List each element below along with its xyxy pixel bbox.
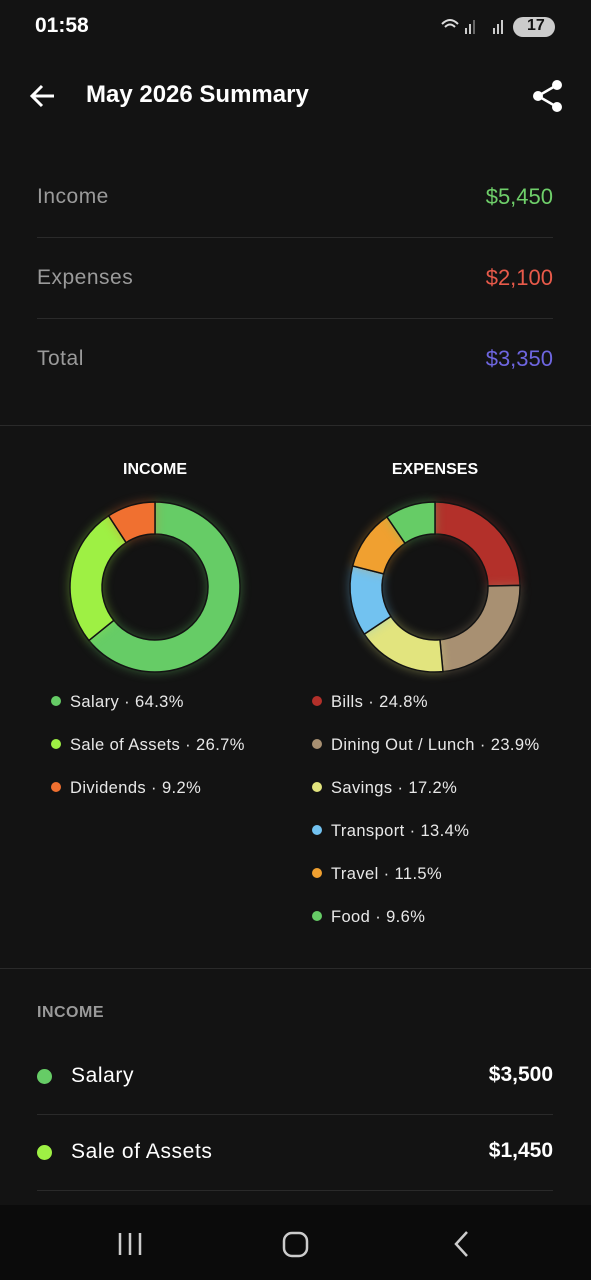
legend-name: Savings (331, 779, 393, 797)
legend-value: 13.4% (420, 822, 470, 840)
legend-item: Bills · 24.8% (312, 693, 428, 712)
chart-title: INCOME (123, 461, 187, 478)
legend-separator: · (368, 693, 375, 711)
donut-segment (107, 501, 156, 544)
legend-separator: · (124, 693, 131, 711)
legend-name: Travel (331, 865, 379, 883)
legend-separator: · (409, 822, 416, 840)
summary-value: $5,450 (485, 184, 553, 209)
status-icons (441, 17, 555, 37)
list-amount: $3,500 (488, 1063, 553, 1086)
legend-name: Salary (70, 693, 120, 711)
donut-segment (434, 501, 521, 587)
legend-dot (51, 782, 61, 792)
list-name: Salary (71, 1064, 135, 1087)
legend-value: 11.5% (394, 865, 443, 883)
legend-separator: · (397, 779, 404, 797)
list-item[interactable]: Sale of Assets $1,450 (37, 1114, 553, 1191)
legend-item: Food · 9.6% (312, 908, 425, 927)
legend-dot (312, 739, 322, 749)
legend-name: Dining Out / Lunch (331, 736, 475, 754)
legend-separator: · (479, 736, 486, 754)
list-name: Sale of Assets (71, 1140, 213, 1163)
list-amount: $1,450 (488, 1139, 553, 1162)
legend-dot (312, 868, 322, 878)
legend-dot (312, 825, 322, 835)
legend-value: 24.8% (379, 693, 428, 711)
nav-bar (0, 1205, 591, 1280)
legend-item: Travel · 11.5% (312, 865, 442, 884)
legend-separator: · (185, 736, 192, 754)
page-title: May 2026 Summary (86, 81, 309, 108)
summary-row: Expenses $2,100 (37, 238, 553, 319)
legend-dot (312, 782, 322, 792)
donut-segment (69, 514, 128, 642)
legend-name: Transport (331, 822, 405, 840)
legend-separator: · (375, 908, 382, 926)
donut-segment (439, 584, 521, 673)
battery-level: 17 (527, 17, 545, 34)
summary-row: Income $5,450 (37, 157, 553, 238)
charts: INCOME EXPENSES (69, 461, 521, 673)
summary-value: $3,350 (485, 346, 553, 371)
legend-item: Transport · 13.4% (312, 822, 469, 841)
legend-item: Salary · 64.3% (51, 693, 184, 712)
nav-icons (118, 1231, 468, 1258)
back-button[interactable] (28, 80, 60, 112)
summary-label: Income (37, 185, 109, 208)
summary-label: Expenses (37, 266, 134, 289)
legend-separator: · (383, 865, 390, 883)
summary-row: Total $3,350 (37, 319, 553, 399)
legend-value: 17.2% (408, 779, 458, 797)
donut-segment (385, 501, 436, 545)
list-dot (37, 1145, 52, 1160)
legend-item: Sale of Assets · 26.7% (51, 736, 245, 755)
legend-name: Bills (331, 693, 364, 711)
divider (0, 968, 591, 969)
legend-item: Dividends · 9.2% (51, 779, 201, 798)
legend-name: Dividends (70, 779, 147, 797)
legend-value: 23.9% (490, 736, 540, 754)
list-dot (37, 1069, 52, 1084)
chart-title: EXPENSES (392, 461, 479, 478)
legend-item: Dining Out / Lunch · 23.9% (312, 736, 540, 755)
divider (0, 425, 591, 426)
summary-value: $2,100 (485, 265, 553, 290)
list-item[interactable]: Salary $3,500 (37, 1038, 553, 1115)
summary-label: Total (37, 347, 84, 370)
legend-dot (312, 696, 322, 706)
legend-dot (51, 696, 61, 706)
share-button[interactable] (530, 78, 566, 114)
legend-value: 9.2% (161, 779, 202, 797)
legend-dot (312, 911, 322, 921)
legend-item: Savings · 17.2% (312, 779, 457, 798)
legend-dot (51, 739, 61, 749)
legend-name: Food (331, 908, 371, 926)
legend-value: 26.7% (196, 736, 245, 754)
legend-value: 9.6% (386, 908, 426, 926)
donut-segment (87, 501, 241, 673)
legend-separator: · (151, 779, 157, 797)
status-time: 01:58 (35, 14, 89, 37)
list-title: INCOME (37, 1004, 104, 1021)
legend-name: Sale of Assets (70, 736, 181, 754)
legend-value: 64.3% (135, 693, 184, 711)
